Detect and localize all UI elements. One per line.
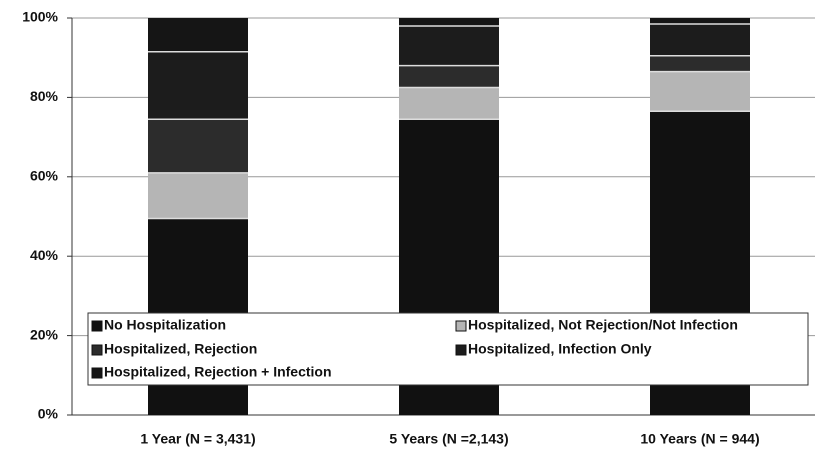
y-tick-label: 40% bbox=[30, 247, 59, 263]
legend-swatch bbox=[91, 344, 103, 356]
bar-segment bbox=[650, 18, 750, 24]
y-tick-label: 60% bbox=[30, 168, 59, 184]
legend-label: Hospitalized, Rejection + Infection bbox=[104, 364, 332, 380]
bar-segment bbox=[399, 25, 499, 66]
legend-label: No Hospitalization bbox=[104, 317, 226, 333]
y-tick-label: 100% bbox=[22, 9, 58, 25]
bar-segment bbox=[650, 23, 750, 56]
bar-segment bbox=[399, 65, 499, 88]
legend-swatch bbox=[91, 320, 103, 332]
y-tick-label: 80% bbox=[30, 88, 59, 104]
y-tick-label: 0% bbox=[38, 406, 59, 422]
bar-segment bbox=[148, 172, 248, 219]
x-tick-label: 10 Years (N = 944) bbox=[640, 431, 759, 447]
legend-swatch bbox=[91, 367, 103, 379]
legend-label: Hospitalized, Infection Only bbox=[468, 341, 652, 357]
bar-segment bbox=[148, 119, 248, 173]
x-tick-label: 5 Years (N =2,143) bbox=[389, 431, 508, 447]
bar-segment bbox=[399, 18, 499, 26]
bar-segment bbox=[399, 87, 499, 120]
bar-segment bbox=[148, 51, 248, 120]
legend-swatch bbox=[455, 320, 467, 332]
legend-label: Hospitalized, Not Rejection/Not Infectio… bbox=[468, 317, 738, 333]
y-tick-label: 20% bbox=[30, 326, 59, 342]
legend-swatch bbox=[455, 344, 467, 356]
bar-segment bbox=[650, 55, 750, 72]
legend-label: Hospitalized, Rejection bbox=[104, 341, 257, 357]
bar-segment bbox=[148, 18, 248, 52]
bar-segment bbox=[650, 71, 750, 112]
x-tick-label: 1 Year (N = 3,431) bbox=[140, 431, 255, 447]
legend-box bbox=[87, 312, 809, 386]
